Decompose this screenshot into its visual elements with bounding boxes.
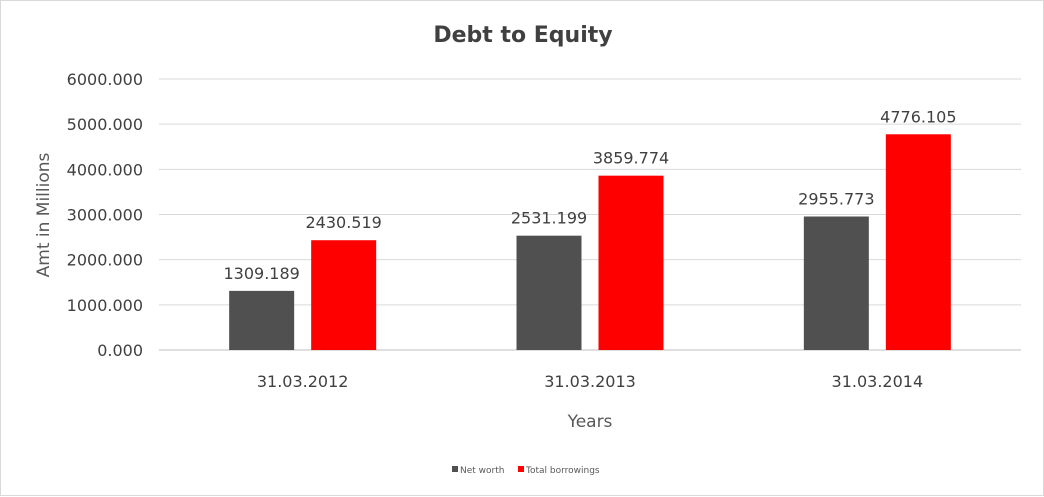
data-label: 2531.199 — [511, 209, 587, 228]
legend-label: Total borrowings — [525, 466, 600, 476]
x-tick-label: 31.03.2014 — [832, 372, 924, 391]
bar-net-worth — [516, 235, 582, 350]
x-axis-label: Years — [567, 412, 613, 432]
bar-net-worth — [229, 290, 295, 350]
x-tick-label: 31.03.2013 — [544, 372, 636, 391]
y-axis-label: Amt in Millions — [34, 152, 54, 277]
data-label: 1309.189 — [223, 264, 299, 283]
bar-net-worth — [803, 216, 869, 350]
data-label: 4776.105 — [880, 107, 956, 126]
y-tick-label: 0.000 — [97, 341, 143, 360]
data-label: 2430.519 — [305, 213, 381, 232]
y-tick-label: 5000.000 — [67, 115, 143, 134]
chart-title: Debt to Equity — [433, 23, 613, 48]
y-tick-label: 6000.000 — [67, 70, 143, 89]
y-tick-label: 1000.000 — [67, 296, 143, 315]
y-tick-label: 3000.000 — [67, 206, 143, 225]
legend-label: Net worth — [460, 466, 504, 476]
y-tick-label: 4000.000 — [67, 160, 143, 179]
legend-swatch — [518, 466, 524, 472]
bar-total-borrowings — [311, 240, 377, 350]
data-label: 3859.774 — [593, 149, 669, 168]
x-tick-label: 31.03.2012 — [257, 372, 349, 391]
bar-total-borrowings — [598, 175, 664, 350]
legend-swatch — [452, 466, 458, 472]
y-tick-label: 2000.000 — [67, 251, 143, 270]
data-label: 2955.773 — [798, 189, 874, 208]
bar-total-borrowings — [885, 134, 951, 350]
